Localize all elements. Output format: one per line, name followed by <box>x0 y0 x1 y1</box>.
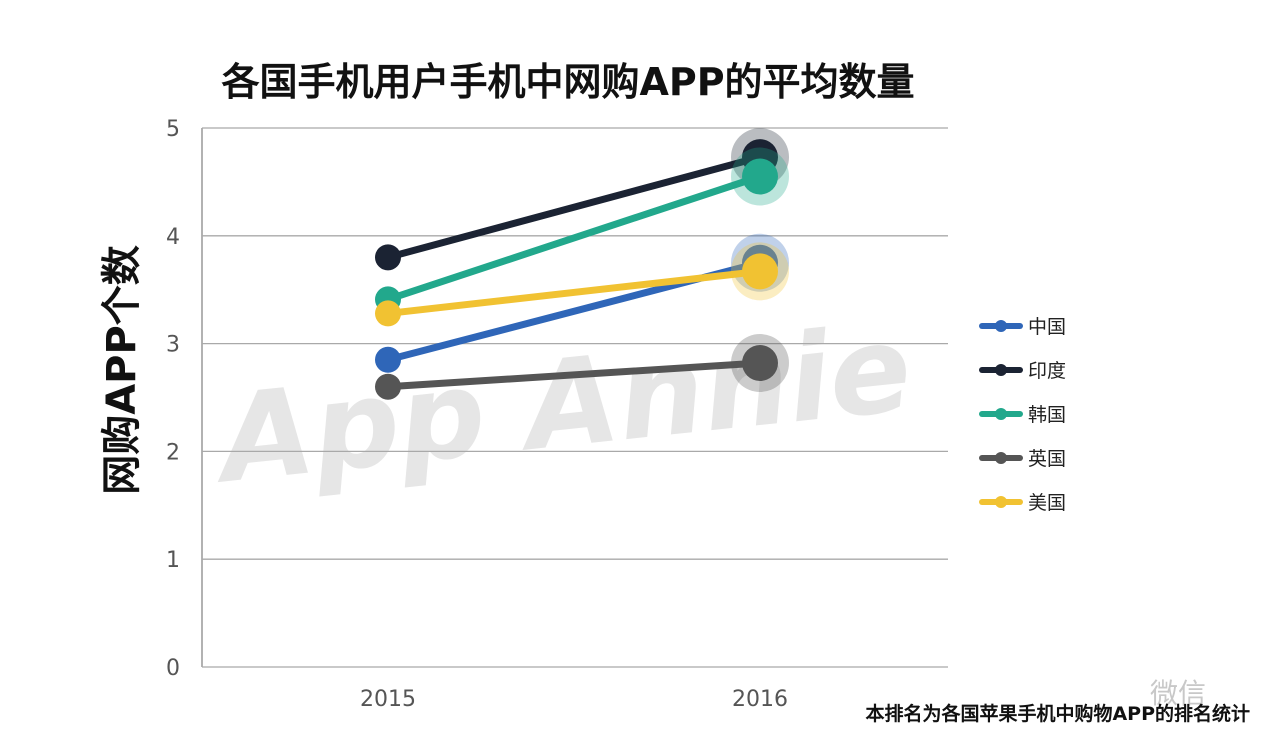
series <box>375 242 789 327</box>
legend-label: 美国 <box>1028 492 1066 514</box>
legend-swatch-dot <box>995 364 1007 376</box>
y-tick-label: 1 <box>166 548 180 573</box>
legend-item: 美国 <box>979 492 1066 514</box>
footnote: 本排名为各国苹果手机中购物APP的排名统计 <box>865 702 1250 725</box>
legend-label: 印度 <box>1028 360 1066 382</box>
y-tick-label: 2 <box>166 440 180 465</box>
series-line <box>384 173 764 303</box>
legend-swatch-dot <box>995 496 1007 508</box>
legend-label: 英国 <box>1028 448 1066 470</box>
watermark: App Annie <box>206 299 917 510</box>
data-point <box>375 346 401 373</box>
legend-item: 中国 <box>979 316 1066 338</box>
corner-mark: 微信 <box>1150 677 1206 710</box>
legend-item: 韩国 <box>979 404 1066 426</box>
series <box>375 147 789 313</box>
series-line <box>384 359 764 391</box>
chart-title: 各国手机用户手机中网购APP的平均数量 <box>221 60 914 104</box>
data-point <box>742 158 778 195</box>
legend-swatch-dot <box>995 320 1007 332</box>
tick-labels: 0 1 2 3 4 5 2015 2016 <box>166 117 788 712</box>
series <box>375 334 789 400</box>
legend-swatch-dot <box>995 408 1007 420</box>
y-tick-label: 4 <box>166 225 180 250</box>
y-axis-label: 网购APP个数 <box>99 245 145 495</box>
data-point <box>742 345 778 382</box>
data-point <box>375 244 401 271</box>
data-point <box>742 253 778 290</box>
y-tick-label: 3 <box>166 333 180 358</box>
legend-item: 英国 <box>979 448 1066 470</box>
x-tick-label: 2016 <box>732 687 788 712</box>
series-lines <box>375 128 789 400</box>
x-tick-label: 2015 <box>360 687 416 712</box>
y-tick-label: 0 <box>166 656 180 681</box>
series-line <box>384 267 764 317</box>
legend-label: 中国 <box>1028 316 1066 338</box>
legend-label: 韩国 <box>1028 404 1066 426</box>
series-line <box>384 153 764 261</box>
series <box>375 128 789 271</box>
legend-item: 印度 <box>979 360 1066 382</box>
data-point <box>375 300 401 327</box>
y-tick-label: 5 <box>166 117 180 142</box>
legend-swatch-dot <box>995 452 1007 464</box>
data-point <box>375 373 401 400</box>
